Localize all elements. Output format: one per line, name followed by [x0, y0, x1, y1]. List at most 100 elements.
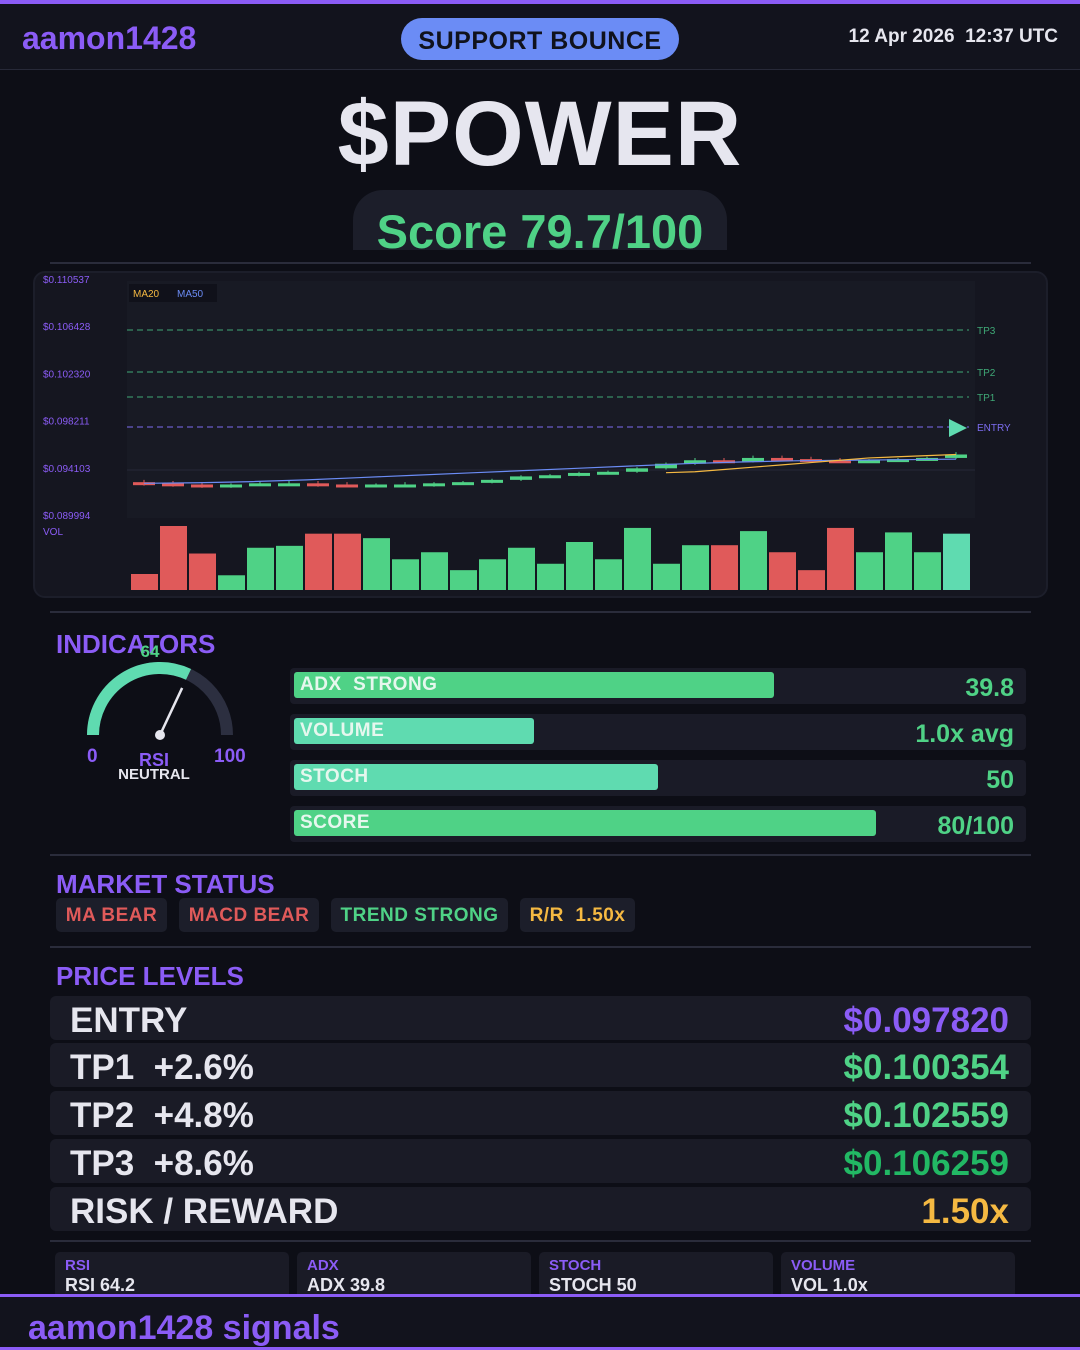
volume-bar [653, 563, 680, 590]
bar-value: 80/100 [937, 812, 1014, 840]
candle-body [336, 484, 358, 488]
level-label-tp1: TP1 [977, 393, 996, 404]
level-row-tp1: TP1 +2.6% $0.100354 [50, 1043, 1031, 1087]
volume-bar [305, 533, 332, 590]
volume-bar [682, 545, 709, 590]
rsi-gauge-state: NEUTRAL [118, 766, 190, 783]
stat-card-volume: VOLUME VOL 1.0x [781, 1252, 1015, 1298]
indicator-bar-adx: ADX STRONG 39.8 [290, 668, 1026, 704]
volume-bar [740, 531, 767, 590]
level-value: $0.102559 [843, 1096, 1009, 1135]
volume-axis-label: VOL [43, 527, 63, 538]
candle-body [568, 472, 590, 476]
divider [50, 1240, 1031, 1242]
level-label-tp3: TP3 [977, 326, 996, 337]
indicator-bar-score: SCORE 80/100 [290, 806, 1026, 842]
score-text: Score 79.7/100 [376, 205, 704, 258]
stat-key: RSI [65, 1257, 91, 1274]
stat-card-rsi: RSI RSI 64.2 [55, 1252, 289, 1298]
legend-ma50: MA50 [177, 289, 204, 300]
volume-bar [450, 570, 477, 590]
rsi-gauge-max: 100 [214, 746, 246, 767]
level-row-risk-reward: RISK / REWARD 1.50x [50, 1187, 1031, 1231]
signal-type-badge: SUPPORT BOUNCE [401, 18, 679, 60]
candle-body [829, 460, 851, 464]
bar-label: VOLUME [300, 720, 385, 741]
volume-bar [189, 553, 216, 590]
volume-bar [392, 559, 419, 590]
level-label: TP2 +4.8% [70, 1096, 254, 1135]
indicators-title: INDICATORS [56, 629, 216, 659]
level-value: $0.100354 [843, 1048, 1009, 1087]
rsi-gauge-value: 64 [140, 642, 160, 661]
volume-bar [798, 570, 825, 590]
gauge-fill [87, 662, 192, 736]
gauge-needle [158, 687, 184, 736]
bar-label: SCORE [300, 812, 371, 833]
candle-body [191, 484, 213, 488]
level-value: $0.106259 [843, 1144, 1009, 1183]
bar-fill [294, 672, 775, 698]
price-chart: $0.110537 $0.106428 $0.102320 $0.098211 $0.0… [43, 275, 1011, 590]
bar-fill [294, 764, 658, 790]
indicator-bar-volume: VOLUME 1.0x avg [290, 714, 1026, 750]
y-tick-label: $0.106428 [43, 322, 91, 333]
timestamp: 12 Apr 2026 12:37 UTC [848, 26, 1058, 47]
rsi-gauge [87, 662, 233, 740]
stat-value: STOCH 50 [549, 1275, 637, 1295]
ma50-line [143, 458, 957, 484]
volume-bar [827, 527, 854, 590]
rsi-gauge-label: RSI [138, 750, 169, 770]
level-row-tp3: TP3 +8.6% $0.106259 [50, 1139, 1031, 1183]
candle-body [249, 483, 271, 487]
volume-bar [769, 552, 796, 590]
candle-body [307, 483, 329, 487]
volume-bar [537, 563, 564, 590]
ticker-symbol: $POWER [337, 83, 743, 185]
candle-body [597, 471, 619, 475]
candle-body [423, 483, 445, 487]
status-tag-rr: R/R 1.50x [520, 898, 635, 932]
divider [50, 262, 1031, 264]
stat-card-stoch: STOCH STOCH 50 [539, 1252, 773, 1298]
ma20-line [665, 453, 957, 474]
candle-body [655, 463, 677, 469]
volume-bar [943, 533, 970, 590]
volume-bar [421, 552, 448, 590]
volume-bar [595, 559, 622, 590]
candle-body [539, 475, 561, 479]
bar-fill [294, 810, 877, 836]
candle-body [713, 460, 735, 464]
y-tick-label: $0.089994 [43, 511, 91, 522]
stat-key: ADX [307, 1257, 339, 1274]
bar-label: STOCH [300, 766, 369, 787]
level-row-tp2: TP2 +4.8% $0.102559 [50, 1091, 1031, 1135]
top-bar: aamon1428 SUPPORT BOUNCE 12 Apr 2026 12:… [0, 0, 1080, 70]
candle-body [394, 484, 416, 488]
bar-fill [294, 718, 535, 744]
gauge-pivot [155, 730, 165, 740]
volume-bar [885, 532, 912, 590]
level-label: TP3 +8.6% [70, 1144, 254, 1183]
entry-arrow [949, 419, 967, 437]
status-tag-trend: TREND STRONG [331, 898, 508, 932]
level-label: ENTRY [70, 1001, 188, 1040]
stat-key: STOCH [549, 1257, 602, 1274]
status-tag-ma: MA BEAR [56, 898, 167, 932]
brand-name: aamon1428 [22, 20, 197, 56]
candle-body [510, 476, 532, 480]
divider [50, 946, 1031, 948]
volume-bar [334, 533, 361, 590]
level-label-entry: ENTRY [977, 423, 1011, 434]
candle-body [887, 459, 909, 463]
candle-body [684, 460, 706, 464]
y-tick-label: $0.102320 [43, 369, 91, 380]
level-value: $0.097820 [843, 1001, 1009, 1040]
footer-text: aamon1428 signals [28, 1309, 340, 1347]
candle-body [365, 484, 387, 488]
candle-body [278, 483, 300, 487]
level-label: TP1 +2.6% [70, 1048, 254, 1087]
status-tag-macd: MACD BEAR [179, 898, 319, 932]
candle-body [626, 468, 648, 472]
volume-bar [566, 542, 593, 590]
